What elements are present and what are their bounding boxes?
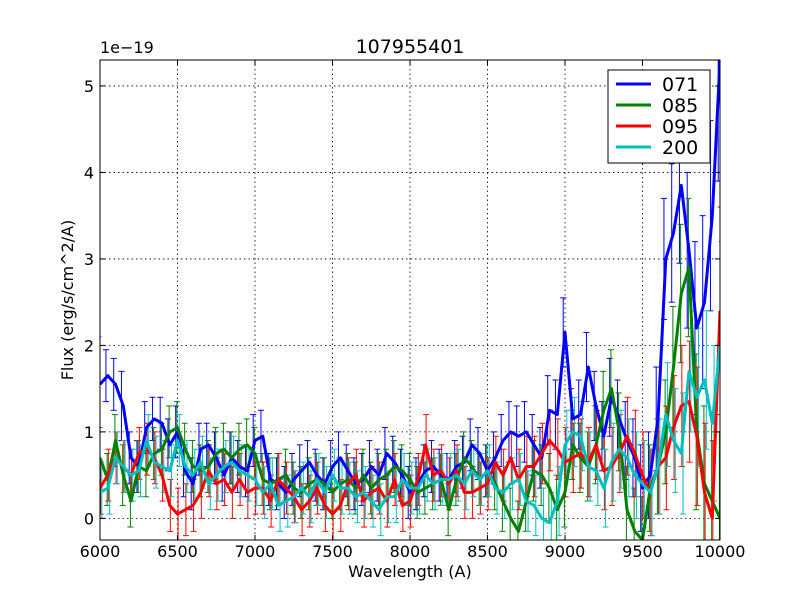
series-line-200 <box>100 345 720 525</box>
legend-label-095: 095 <box>662 116 698 138</box>
y-tick-label: 5 <box>84 77 94 96</box>
x-tick-label: 9000 <box>545 542 586 561</box>
y-tick-label: 1 <box>84 423 94 442</box>
legend-label-085: 085 <box>662 95 698 117</box>
x-tick-label: 8000 <box>390 542 431 561</box>
series-line-095 <box>100 310 720 520</box>
y-tick-label: 4 <box>84 163 94 182</box>
x-tick-label: 10000 <box>695 542 746 561</box>
axis-ticks <box>99 60 721 540</box>
x-tick-label: 7500 <box>312 542 353 561</box>
x-tick-label: 7000 <box>235 542 276 561</box>
y-tick-label: 0 <box>84 509 94 528</box>
y-tick-label: 3 <box>84 250 94 269</box>
x-tick-label: 6500 <box>157 542 198 561</box>
x-tick-label: 8500 <box>467 542 508 561</box>
legend-label-071: 071 <box>662 74 698 96</box>
y-axis-title: Flux (erg/s/cm^2/A) <box>58 220 77 381</box>
chart-title: 107955401 <box>356 36 465 58</box>
x-tick-label: 9500 <box>622 542 663 561</box>
series-lines <box>100 60 720 540</box>
y-tick-label: 2 <box>84 336 94 355</box>
axis-tick-labels: 6000 6500 7000 7500 8000 8500 9000 9500 10000 0 1 2… <box>80 77 746 561</box>
legend-label-200: 200 <box>662 137 698 159</box>
y-axis-exponent: 1e−19 <box>100 38 154 57</box>
x-axis-title: Wavelength (A) <box>348 562 471 581</box>
x-tick-label: 6000 <box>80 542 121 561</box>
